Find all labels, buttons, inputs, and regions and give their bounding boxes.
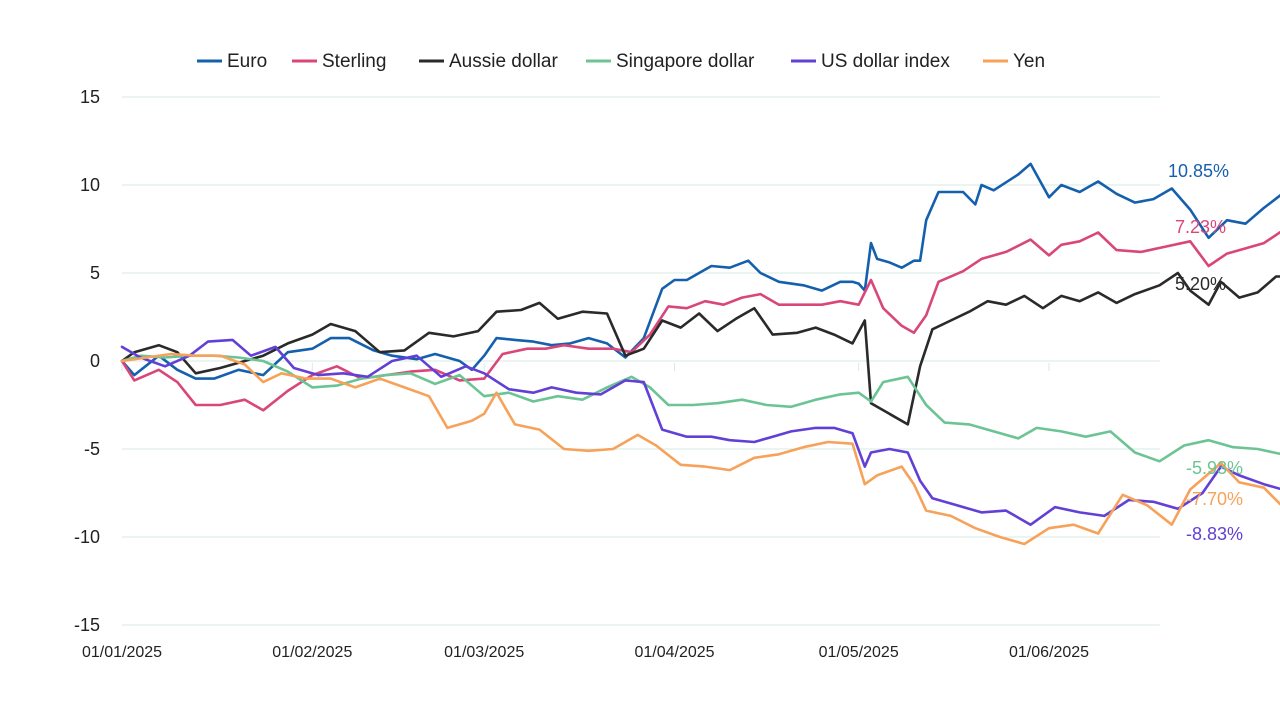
y-tick-label: -10 <box>74 527 100 547</box>
end-label-us-dollar-index: -8.83% <box>1186 524 1243 544</box>
legend-label: US dollar index <box>821 51 950 72</box>
legend-item-yen: Yen <box>983 51 1045 72</box>
series-line-singapore-dollar <box>120 354 1280 463</box>
end-label-sterling: 7.23% <box>1175 217 1226 237</box>
series-line-aussie-dollar <box>120 271 1280 426</box>
y-tick-label: -5 <box>84 439 100 459</box>
x-axis: 01/01/2025 01/02/2025 01/03/2025 01/04/2025… <box>82 363 1089 661</box>
legend-label: Euro <box>227 51 267 72</box>
x-tick-label: 01/05/2025 <box>819 644 899 661</box>
legend-item-sterling: Sterling <box>292 51 386 72</box>
legend-item-euro: Euro <box>197 51 267 72</box>
grid <box>122 96 1160 626</box>
series-lines <box>120 162 1280 546</box>
y-tick-label: 5 <box>90 263 100 283</box>
legend-item-aussie-dollar: Aussie dollar <box>419 51 558 72</box>
end-label-aussie-dollar: 5.20% <box>1175 274 1226 294</box>
series-line-sterling <box>120 230 1280 412</box>
legend-label: Aussie dollar <box>449 51 558 72</box>
end-label-yen: -7.70% <box>1186 489 1243 509</box>
legend-label: Singapore dollar <box>616 51 755 72</box>
y-tick-label: 10 <box>80 175 100 195</box>
series-line-us-dollar-index <box>120 338 1280 526</box>
legend: Euro Sterling Aussie dollar Singapore dolla… <box>197 51 1045 72</box>
x-tick-label: 01/01/2025 <box>82 644 162 661</box>
end-label-euro: 10.85% <box>1168 161 1229 181</box>
legend-label: Yen <box>1013 51 1045 72</box>
x-tick-label: 01/03/2025 <box>444 644 524 661</box>
y-tick-label: 15 <box>80 87 100 107</box>
end-label-singapore-dollar: -5.93% <box>1186 458 1243 478</box>
y-tick-label: 0 <box>90 351 100 371</box>
legend-label: Sterling <box>322 51 386 72</box>
y-axis: 15 10 5 0 -5 -10 -15 <box>74 87 100 635</box>
series-line-euro <box>120 162 1280 380</box>
legend-item-us-dollar-index: US dollar index <box>791 51 950 72</box>
x-tick-label: 01/02/2025 <box>272 644 352 661</box>
series-line-yen <box>120 352 1280 546</box>
x-tick-label: 01/06/2025 <box>1009 644 1089 661</box>
legend-item-singapore-dollar: Singapore dollar <box>586 51 755 72</box>
end-labels: 10.85% 7.23% 5.20% -5.93% -8.83% -7.70% <box>1168 161 1243 544</box>
y-tick-label: -15 <box>74 615 100 635</box>
x-tick-label: 01/04/2025 <box>634 644 714 661</box>
